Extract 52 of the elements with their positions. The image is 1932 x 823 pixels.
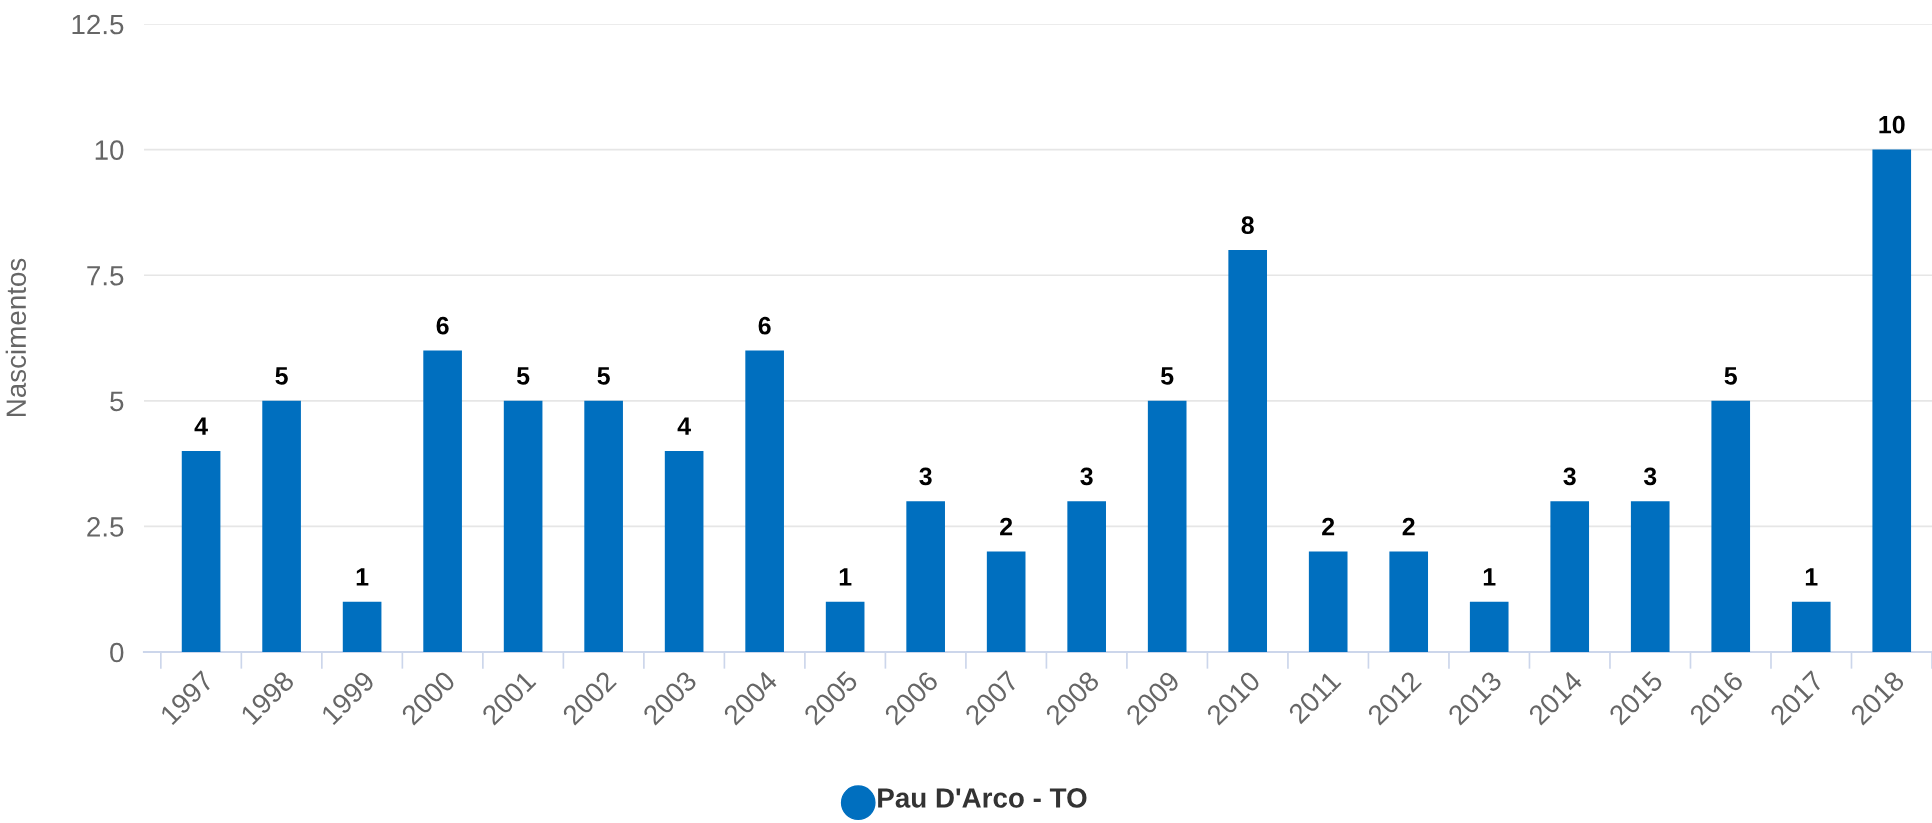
data-label: 6: [436, 316, 449, 335]
data-label: 2: [1402, 517, 1415, 536]
data-label: 8: [1241, 216, 1254, 235]
data-label: 1: [356, 568, 369, 586]
data-label: 5: [1724, 367, 1737, 385]
bar: [262, 400, 301, 652]
bar: [1711, 400, 1751, 652]
bar: [986, 551, 1026, 652]
bar: [181, 451, 221, 652]
data-label: 3: [1563, 467, 1576, 486]
bar: [1469, 601, 1509, 652]
bar: [906, 501, 945, 652]
data-label: 1: [1483, 568, 1496, 586]
data-label: 10: [1879, 115, 1905, 134]
y-tick-label: 2.5: [87, 517, 124, 537]
data-label: 4: [194, 417, 208, 435]
bar: [745, 350, 784, 652]
legend-label: Pau D'Arco - TO: [878, 788, 1087, 808]
data-label: 5: [516, 367, 530, 385]
data-label: 5: [597, 367, 610, 385]
data-label: 3: [919, 467, 932, 486]
data-label: 6: [758, 316, 771, 335]
bar: [1067, 501, 1106, 652]
data-label: 1: [839, 568, 852, 586]
bar: [1389, 551, 1429, 652]
data-label: 5: [275, 367, 288, 385]
bar: [1147, 400, 1187, 652]
bar: [342, 601, 382, 652]
data-label: 5: [1161, 367, 1174, 385]
y-tick-label: 10: [95, 140, 124, 160]
bar: [423, 350, 462, 652]
bar: [1630, 501, 1670, 652]
bar: [825, 601, 865, 652]
y-axis-title: Nascimentos: [5, 258, 27, 416]
bar: [1791, 601, 1831, 652]
bar: [1872, 149, 1912, 652]
y-tick-label: 7.5: [87, 266, 124, 286]
bar: [503, 400, 543, 652]
data-label: 3: [1643, 467, 1657, 486]
data-label: 1: [1805, 568, 1818, 586]
data-label: 2: [1000, 517, 1013, 536]
data-label: 2: [1322, 517, 1335, 536]
bar: [1550, 501, 1590, 652]
data-label: 4: [677, 417, 691, 435]
y-tick-label: 12.5: [72, 14, 124, 35]
bar: [664, 451, 704, 652]
bar: [1308, 551, 1348, 652]
bar: [584, 400, 623, 652]
bar: [1228, 250, 1268, 652]
y-tick-label: 5: [110, 391, 124, 412]
data-label: 3: [1080, 467, 1093, 486]
y-tick-label: 0: [110, 642, 124, 663]
